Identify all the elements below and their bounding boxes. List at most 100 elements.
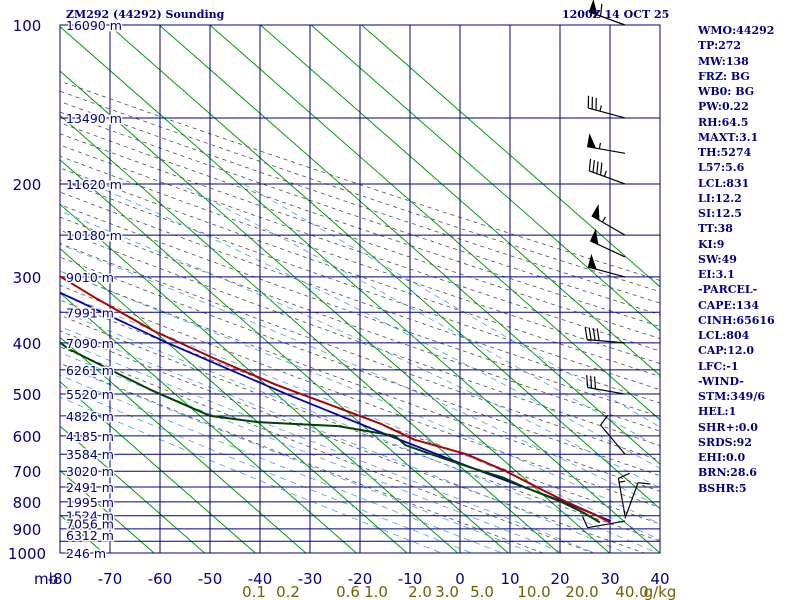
station-title: ZM292 (44292) Sounding [66, 8, 225, 21]
height-label: 4826 m [66, 409, 114, 424]
dry-adiabat-line [60, 243, 660, 461]
temperature-tick-label: -10 [398, 570, 423, 588]
height-label: 9010 m [66, 270, 114, 285]
index-value: HEL:1 [698, 405, 737, 419]
index-value: STM:349/6 [698, 390, 765, 403]
index-value: KI:9 [698, 237, 725, 251]
wind-barb [591, 204, 626, 236]
dry-adiabat-line [60, 330, 646, 553]
wind-barb-flag [588, 327, 592, 341]
pressure-tick-label: 1000 [8, 545, 46, 563]
index-value: LFC:-1 [698, 359, 739, 373]
isotherm-line [60, 114, 560, 553]
index-value: TH:5274 [698, 146, 752, 159]
temperature-tick-label: -80 [48, 570, 73, 588]
height-label: 3020 m [66, 464, 114, 479]
dry-adiabat-line [60, 229, 660, 446]
height-label: 4185 m [66, 429, 114, 444]
index-value: L57:5.6 [698, 161, 745, 175]
temperature-tick-label: -30 [298, 570, 323, 588]
wind-barb-staff [600, 424, 626, 455]
temperature-tick-label: 40 [650, 570, 669, 588]
moist-adiabat-line [60, 374, 504, 553]
index-value: BRN:28.6 [698, 466, 757, 480]
wind-barb-flag [596, 328, 600, 341]
moist-adiabat-line [60, 352, 565, 553]
wind-barb-staff [617, 478, 626, 516]
moist-adiabat-line [60, 292, 660, 541]
height-label: 5520 m [66, 387, 114, 402]
temperature-tick-label: -20 [348, 570, 373, 588]
dry-adiabat-line [60, 256, 660, 477]
index-value: RH:64.5 [698, 115, 749, 129]
wind-barb-staff [588, 107, 626, 119]
index-value: -PARCEL- [698, 283, 758, 297]
moist-adiabat-line [243, 183, 660, 428]
wind-barb-half-flag [603, 170, 607, 177]
dry-adiabat-line [60, 191, 660, 404]
index-value: TT:38 [698, 222, 733, 236]
dry-adiabat-line [60, 80, 660, 281]
wind-barb-flag [593, 376, 597, 389]
height-label: 11620 m [66, 177, 122, 192]
moist-adiabat-line [60, 210, 660, 489]
mixing-ratio-label: 20.0 [565, 583, 598, 600]
index-value: SHR+:0.0 [698, 420, 758, 434]
dry-adiabat-line [60, 284, 660, 508]
moist-adiabat-line [60, 244, 660, 508]
index-value: CINH:65616 [698, 313, 775, 327]
wind-barb-staff [624, 482, 639, 519]
index-value: LI:12.2 [698, 191, 742, 205]
mixing-ratio-label: 0.2 [276, 583, 300, 600]
mixing-ratio-label: 3.0 [435, 583, 459, 600]
wind-barb [589, 228, 626, 258]
wind-barb-flag [584, 327, 588, 340]
isotherm-line [60, 203, 458, 553]
isotherm-line [260, 25, 660, 377]
height-label: 7991 m [66, 305, 114, 320]
wind-barb-pennant [587, 253, 597, 270]
wind-barb-flag [599, 3, 603, 17]
wind-barb-pennant [586, 133, 597, 149]
pressure-tick-label: 800 [13, 494, 42, 512]
index-value: WMO:44292 [698, 24, 775, 37]
dry-adiabat-line [60, 90, 660, 293]
wind-barb-flag [618, 472, 630, 479]
isotherm-line [0, 25, 2, 553]
sounding-profiles [60, 275, 612, 524]
isotherm-line [60, 26, 660, 553]
dry-adiabat-line [60, 111, 660, 316]
pressure-tick-label: 500 [13, 386, 42, 404]
isotherm-line [310, 25, 660, 332]
height-label: 1995 m [66, 495, 114, 510]
wind-barb-flag [599, 162, 603, 176]
wind-barb [588, 158, 626, 185]
dewpoint-line [60, 341, 601, 524]
wind-barb-flag [581, 516, 589, 528]
dry-adiabat-line [60, 167, 660, 377]
wind-barb [587, 95, 626, 119]
height-label: 7056 m [66, 517, 114, 532]
temperature-tick-label: -60 [148, 570, 173, 588]
wind-barb [617, 472, 630, 516]
index-value: PW:0.22 [698, 100, 749, 114]
plot-border [59, 24, 661, 554]
observation-time: 1200Z 14 OCT 25 [562, 8, 670, 21]
mixing-ratio-label: 40.0 [615, 583, 648, 600]
isotherm-line [60, 247, 408, 553]
index-value: CAP:12.0 [698, 344, 755, 358]
temperature-tick-label: 10 [500, 570, 519, 588]
isotherm-line [60, 381, 256, 553]
pressure-tick-label: 300 [13, 269, 42, 287]
height-label: 6261 m [66, 363, 114, 378]
index-value: LCL:804 [698, 329, 750, 342]
wind-barb-half-flag [618, 480, 626, 483]
isotherm-line [60, 292, 357, 553]
index-value: LCL:831 [698, 176, 750, 190]
dry-adiabat-line [60, 346, 595, 553]
moist-adiabat-line [60, 363, 534, 553]
wind-barb-flag [637, 482, 651, 485]
dry-adiabat-line [60, 122, 660, 327]
